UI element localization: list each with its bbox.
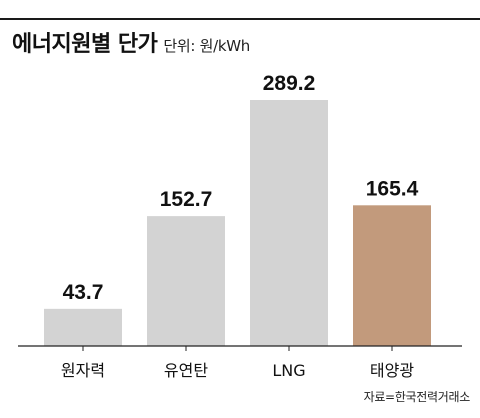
category-label-1: 유연탄 <box>164 361 208 380</box>
data-label-1: 152.7 <box>160 188 213 211</box>
bar-3 <box>353 205 431 346</box>
data-label-0: 43.7 <box>63 281 104 304</box>
data-label-2: 289.2 <box>263 72 316 95</box>
bar-2 <box>250 100 328 346</box>
top-rule <box>0 18 480 20</box>
category-label-3: 태양광 <box>370 361 414 380</box>
chart-title: 에너지원별 단가 <box>12 32 158 57</box>
source-note: 자료=한국전력거래소 <box>363 390 471 404</box>
x-axis-ticks <box>82 346 393 351</box>
bar-1 <box>147 216 225 346</box>
bar-0 <box>44 308 122 346</box>
chart-header: 에너지원별 단가 단위: 원/kWh <box>12 26 250 58</box>
bars-group <box>44 100 431 346</box>
category-label-2: LNG <box>272 361 305 380</box>
data-label-3: 165.4 <box>366 177 419 200</box>
unit-label: 단위: 원/kWh <box>163 37 250 55</box>
category-label-0: 원자력 <box>61 361 105 380</box>
labels-group: 43.7 원자력 152.7 유연탄 289.2 LNG 165.4 태양광 <box>61 72 419 380</box>
